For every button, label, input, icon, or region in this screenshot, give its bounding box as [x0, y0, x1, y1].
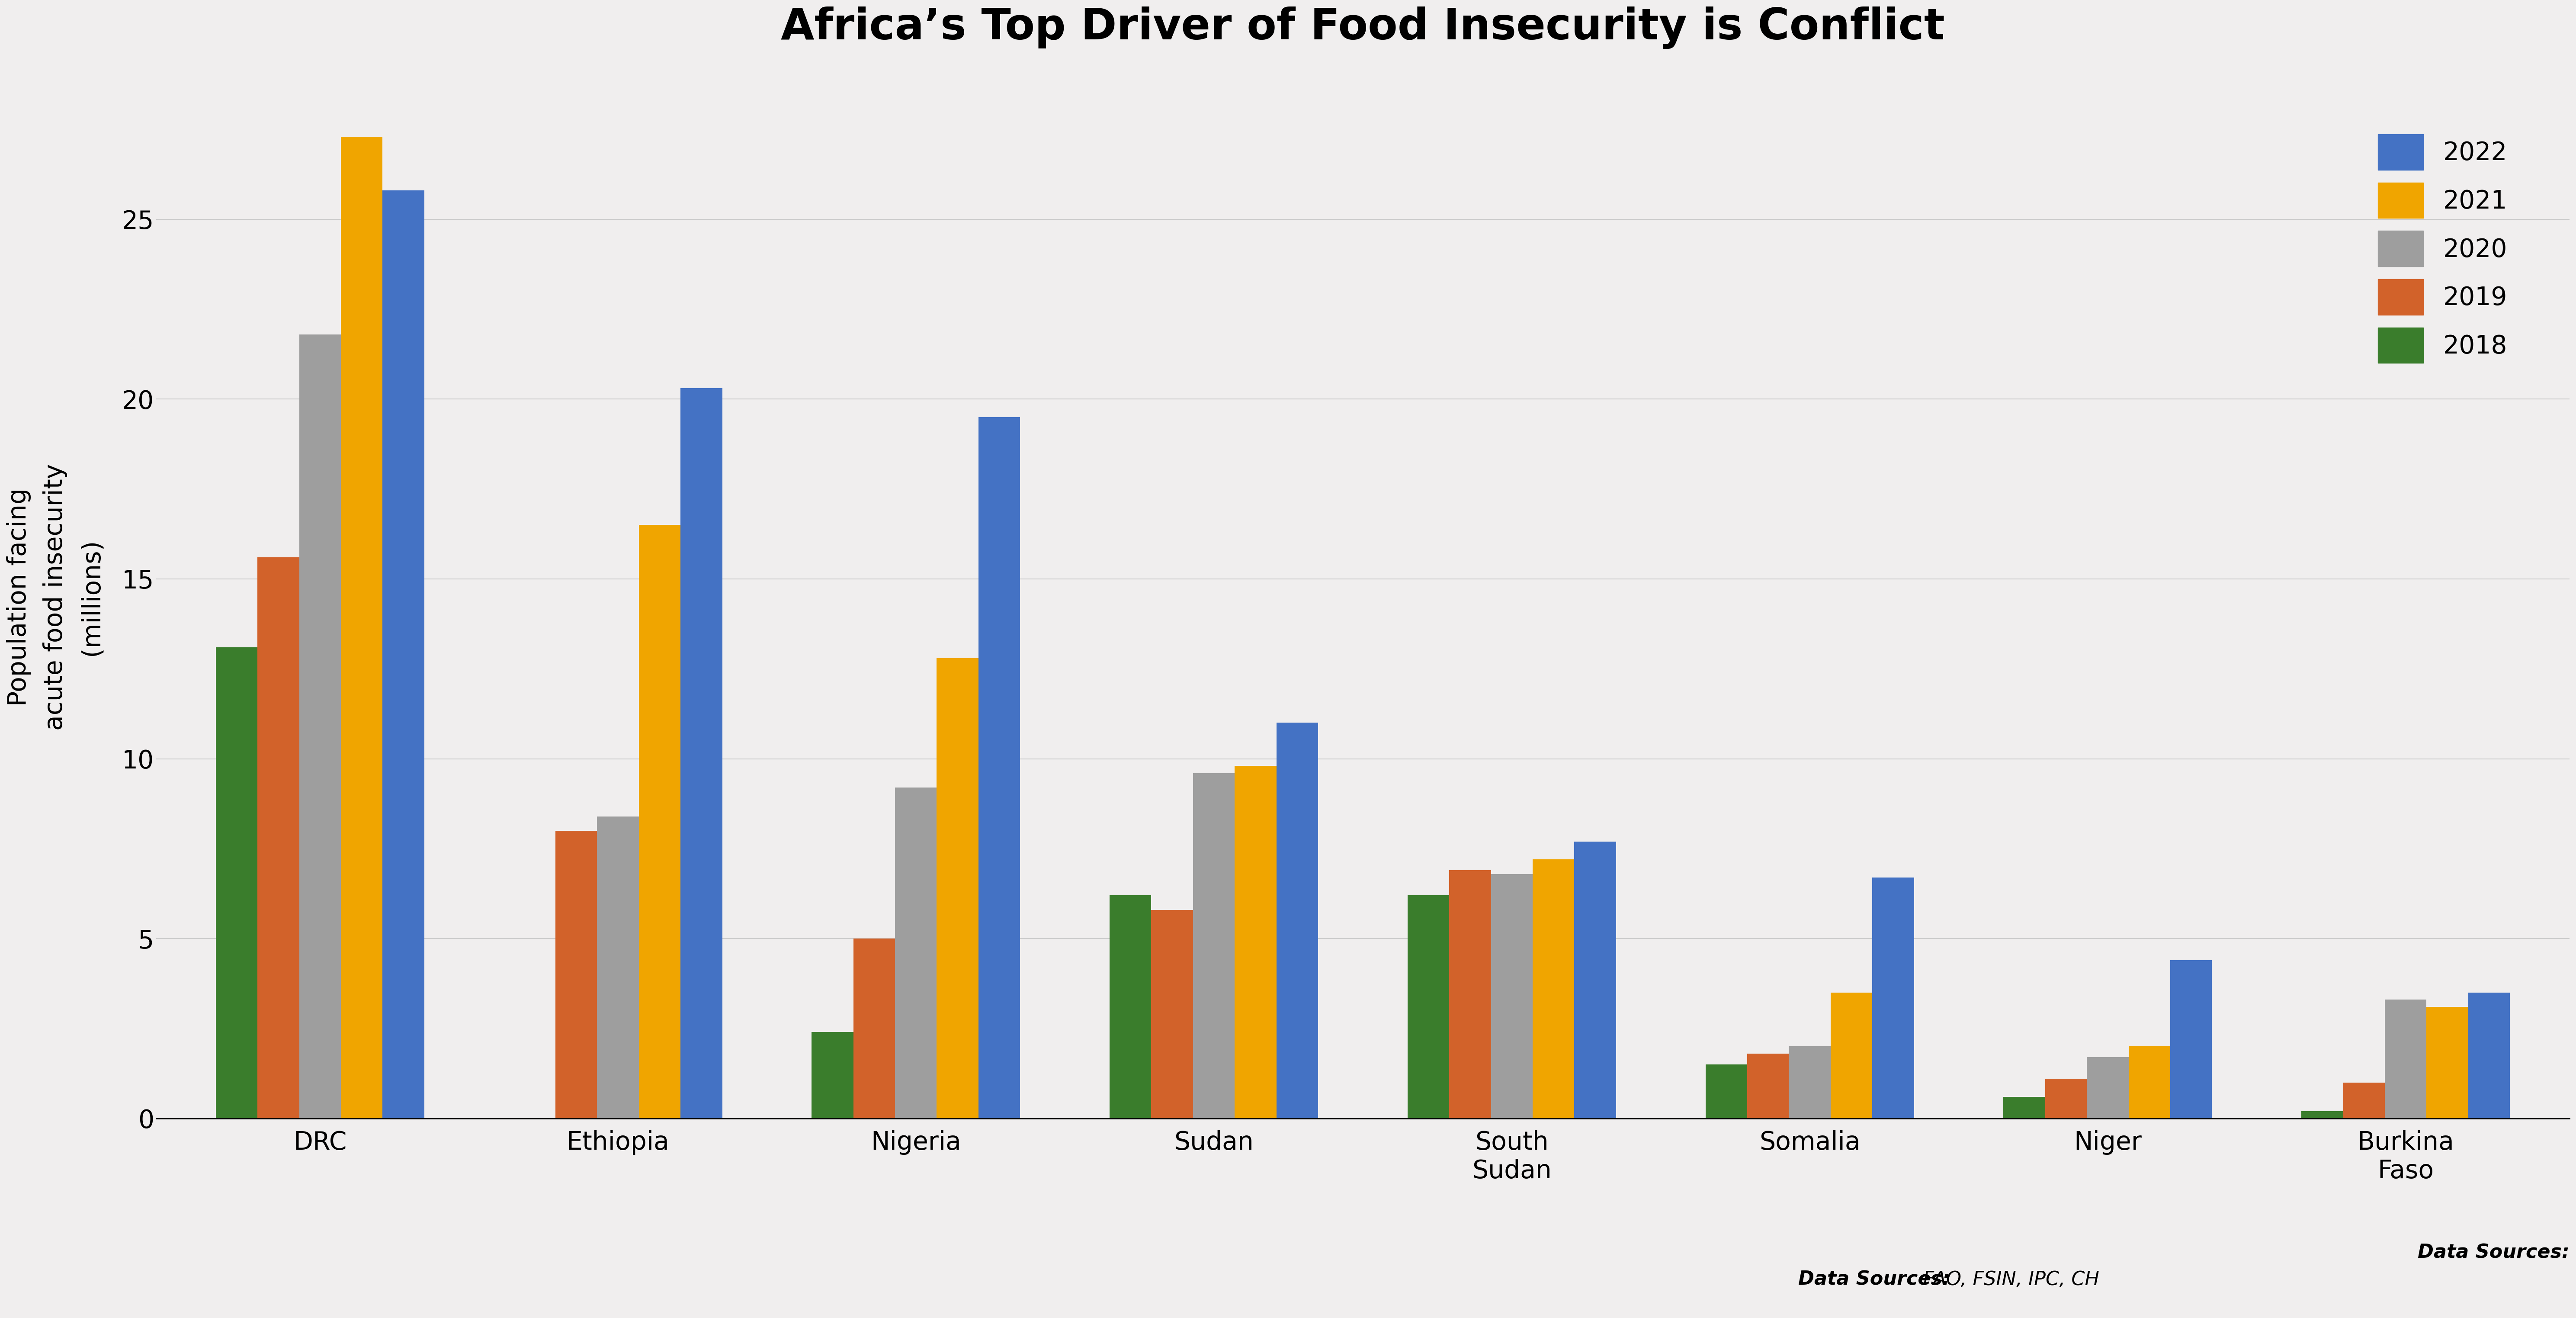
Bar	[1705, 1065, 1747, 1119]
Y-axis label: Population facing
acute food insecurity
(millions): Population facing acute food insecurity …	[8, 464, 103, 730]
Bar	[1450, 870, 1492, 1119]
Bar	[853, 938, 894, 1119]
Bar	[1574, 841, 1615, 1119]
Bar	[1278, 722, 1319, 1119]
Bar	[2004, 1097, 2045, 1119]
Bar	[894, 788, 938, 1119]
Bar	[1873, 878, 1914, 1119]
Bar	[299, 335, 340, 1119]
Bar	[340, 137, 384, 1119]
Text: Data Sources:: Data Sources:	[2419, 1244, 2568, 1263]
Bar	[1193, 774, 1234, 1119]
Bar	[216, 647, 258, 1119]
Bar	[2344, 1082, 2385, 1119]
Bar	[2427, 1007, 2468, 1119]
Bar	[598, 816, 639, 1119]
Bar	[2300, 1111, 2344, 1119]
Bar	[1151, 909, 1193, 1119]
Bar	[811, 1032, 853, 1119]
Text: Data Sources:: Data Sources:	[1798, 1271, 1950, 1289]
Bar	[938, 658, 979, 1119]
Bar	[2128, 1046, 2169, 1119]
Bar	[2169, 960, 2213, 1119]
Bar	[258, 558, 299, 1119]
Bar	[1406, 895, 1450, 1119]
Bar	[1110, 895, 1151, 1119]
Bar	[1533, 859, 1574, 1119]
Legend: 2022, 2021, 2020, 2019, 2018: 2022, 2021, 2020, 2019, 2018	[2352, 109, 2532, 389]
Bar	[1234, 766, 1278, 1119]
Bar	[639, 525, 680, 1119]
Bar	[1832, 992, 1873, 1119]
Bar	[556, 830, 598, 1119]
Bar	[2087, 1057, 2128, 1119]
Bar	[2385, 1000, 2427, 1119]
Text: FAO, FSIN, IPC, CH: FAO, FSIN, IPC, CH	[1801, 1271, 2099, 1289]
Bar	[979, 416, 1020, 1119]
Title: Africa’s Top Driver of Food Insecurity is Conflict: Africa’s Top Driver of Food Insecurity i…	[781, 7, 1945, 49]
Bar	[2045, 1079, 2087, 1119]
Bar	[1747, 1053, 1788, 1119]
Bar	[384, 191, 425, 1119]
Bar	[1492, 874, 1533, 1119]
Bar	[2468, 992, 2509, 1119]
Bar	[680, 389, 721, 1119]
Bar	[1788, 1046, 1832, 1119]
